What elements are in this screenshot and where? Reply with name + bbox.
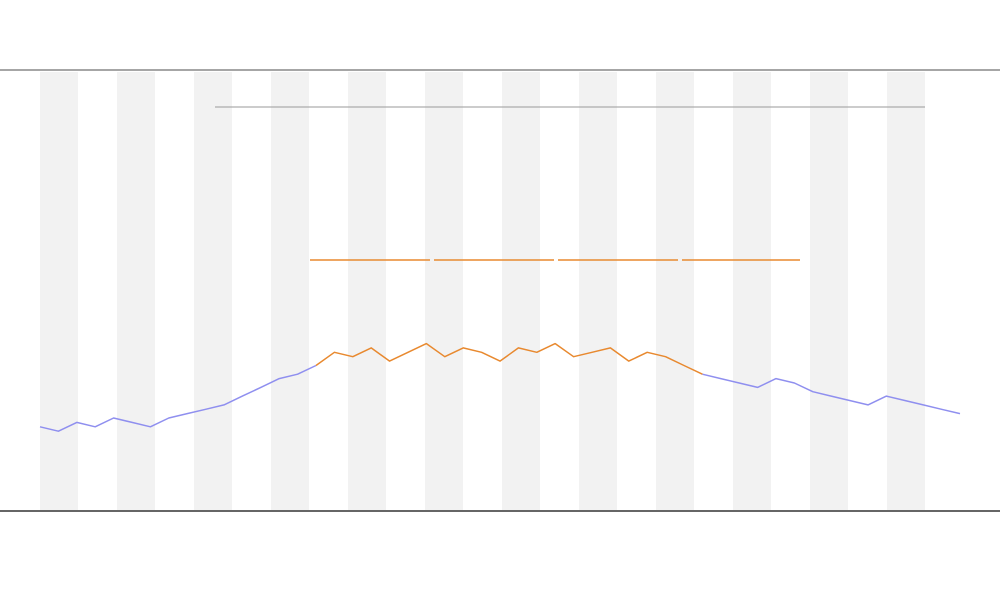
band	[502, 72, 540, 510]
band	[40, 72, 78, 510]
series-line	[39, 364, 961, 432]
series-line	[315, 342, 703, 375]
band	[194, 72, 232, 510]
band	[271, 72, 309, 510]
band	[425, 72, 463, 510]
band	[733, 72, 771, 510]
bands	[40, 72, 925, 510]
band	[579, 72, 617, 510]
band	[810, 72, 848, 510]
band	[887, 72, 925, 510]
band	[656, 72, 694, 510]
band	[117, 72, 155, 510]
band	[348, 72, 386, 510]
